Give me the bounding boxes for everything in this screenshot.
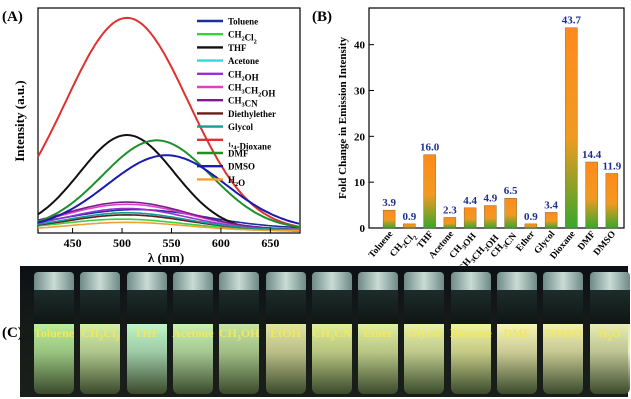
x-tick-label: 600 [212, 236, 230, 250]
bar-value-label: 3.9 [382, 197, 396, 209]
bar [605, 173, 619, 229]
x-tick-label: 450 [64, 236, 82, 250]
x-tick-label: 650 [261, 236, 279, 250]
vial-label: DMF [503, 326, 531, 340]
legend-entry: THF [228, 43, 247, 53]
panel-a-curves [37, 16, 300, 232]
bar-value-label: 3.4 [544, 199, 558, 211]
vial [358, 272, 399, 394]
legend-entry: Glycol [228, 122, 253, 132]
vial-label: CH2Cl2 [81, 326, 120, 343]
curve-ch3cn [37, 201, 300, 231]
legend-entry: Diethylether [228, 109, 276, 119]
curve-glycol [37, 212, 300, 231]
y-tick-label: 20 [354, 131, 366, 143]
x-tick-label: DMSO [592, 230, 618, 258]
vial-label: CH3CN [312, 326, 352, 343]
bar [443, 217, 457, 229]
bar [504, 198, 517, 229]
legend-entry: DMSO [228, 162, 255, 172]
vial-label: EtOH [270, 326, 301, 340]
vial-label: Toluene [33, 326, 75, 340]
vial [589, 272, 630, 394]
y-tick-label: 30 [354, 86, 366, 98]
bar-value-label: 11.9 [603, 160, 622, 172]
vial-label: H2O [598, 326, 621, 343]
bar-value-label: 0.9 [524, 211, 538, 223]
bar-value-label: 14.4 [582, 149, 602, 161]
bar [403, 223, 416, 229]
panel-c-label: (C) [2, 325, 23, 341]
legend-entry: CH2OH [228, 69, 259, 82]
bar [423, 154, 436, 229]
bar-value-label: 6.5 [504, 185, 518, 197]
vial [497, 272, 537, 394]
legend-entry: CH3CN [228, 96, 258, 109]
vial [219, 272, 260, 394]
vial [172, 272, 213, 394]
bar [484, 205, 497, 229]
bar-value-label: 4.9 [484, 193, 498, 205]
bar-value-label: 4.4 [463, 195, 477, 207]
vial-label: Dioxane [449, 326, 492, 340]
vial [126, 272, 167, 394]
panel-a-chart: 450 500 550 600 650 λ (nm) Intensity (a.u.) … [12, 7, 301, 265]
vial-label: DMSO [545, 326, 582, 340]
panel-a-frame [37, 7, 301, 234]
vial [265, 272, 306, 394]
legend-entry: CH3CH2OH [228, 83, 275, 99]
vial-label: Ether [363, 326, 393, 340]
bar-value-label: 2.3 [443, 204, 457, 216]
vial [404, 272, 445, 394]
vial [34, 272, 74, 394]
bar [585, 161, 598, 229]
legend-entry: Acetone [228, 56, 259, 66]
vial-label: Acetone [172, 326, 214, 340]
bar-value-label: 0.9 [403, 211, 417, 223]
vial [311, 272, 352, 394]
bar [524, 223, 538, 229]
curve-1-4-dioxane [37, 16, 300, 228]
x-tick-label: 500 [113, 236, 131, 250]
y-tick-label: 10 [354, 177, 366, 189]
legend-entry: Toluene [228, 17, 258, 27]
bar [544, 212, 558, 229]
panel-a-label: (A) [2, 9, 23, 25]
y-tick-label: 0 [360, 223, 366, 235]
panel-b-y-axis-label: Fold Change in Emission Intensity [337, 37, 349, 199]
curve-dmf [37, 139, 300, 228]
x-tick-label: 550 [162, 236, 180, 250]
bar [565, 27, 578, 229]
panel-a-x-ticks: 450 500 550 600 650 [64, 228, 279, 250]
vial [80, 272, 121, 394]
y-tick-label: 40 [354, 40, 366, 52]
legend-entry: 1,4-Dioxane [228, 138, 271, 151]
curve-dmso [37, 154, 300, 225]
x-tick-label: CH2Cl2 [388, 229, 419, 262]
legend-entry: CH2Cl2 [228, 30, 257, 46]
legend-entry: DMF [228, 149, 249, 159]
legend-entry: H2O [228, 175, 245, 188]
vial-label: THF [134, 326, 159, 340]
panel-b-y-ticks: 0 10 20 30 40 [354, 40, 374, 235]
vial [543, 272, 584, 394]
panel-b-chart: 0 10 20 30 40 3.9 0.9 16.0 2.3 4.4 4.9 6.5 0.9 3.4 43… [337, 7, 625, 274]
curve-toluene [37, 208, 300, 229]
curve-h2o [37, 221, 299, 232]
panel-b-label: (B) [312, 9, 332, 25]
vial-label: CH3OH [218, 326, 260, 343]
vial [450, 272, 491, 394]
bar-value-label: 16.0 [420, 142, 440, 154]
vial-label: Glycol [407, 326, 442, 340]
bar [382, 209, 396, 229]
vials-photo [20, 266, 630, 397]
bar [463, 207, 477, 229]
panel-b-bars: 3.9 0.9 16.0 2.3 4.4 4.9 6.5 0.9 3.4 43.7 14.411.9 [382, 15, 622, 229]
bar-value-label: 43.7 [562, 15, 582, 27]
panel-a-x-axis-label: λ (nm) [148, 250, 184, 265]
panel-a-y-axis-label: Intensity (a.u.) [12, 80, 27, 161]
